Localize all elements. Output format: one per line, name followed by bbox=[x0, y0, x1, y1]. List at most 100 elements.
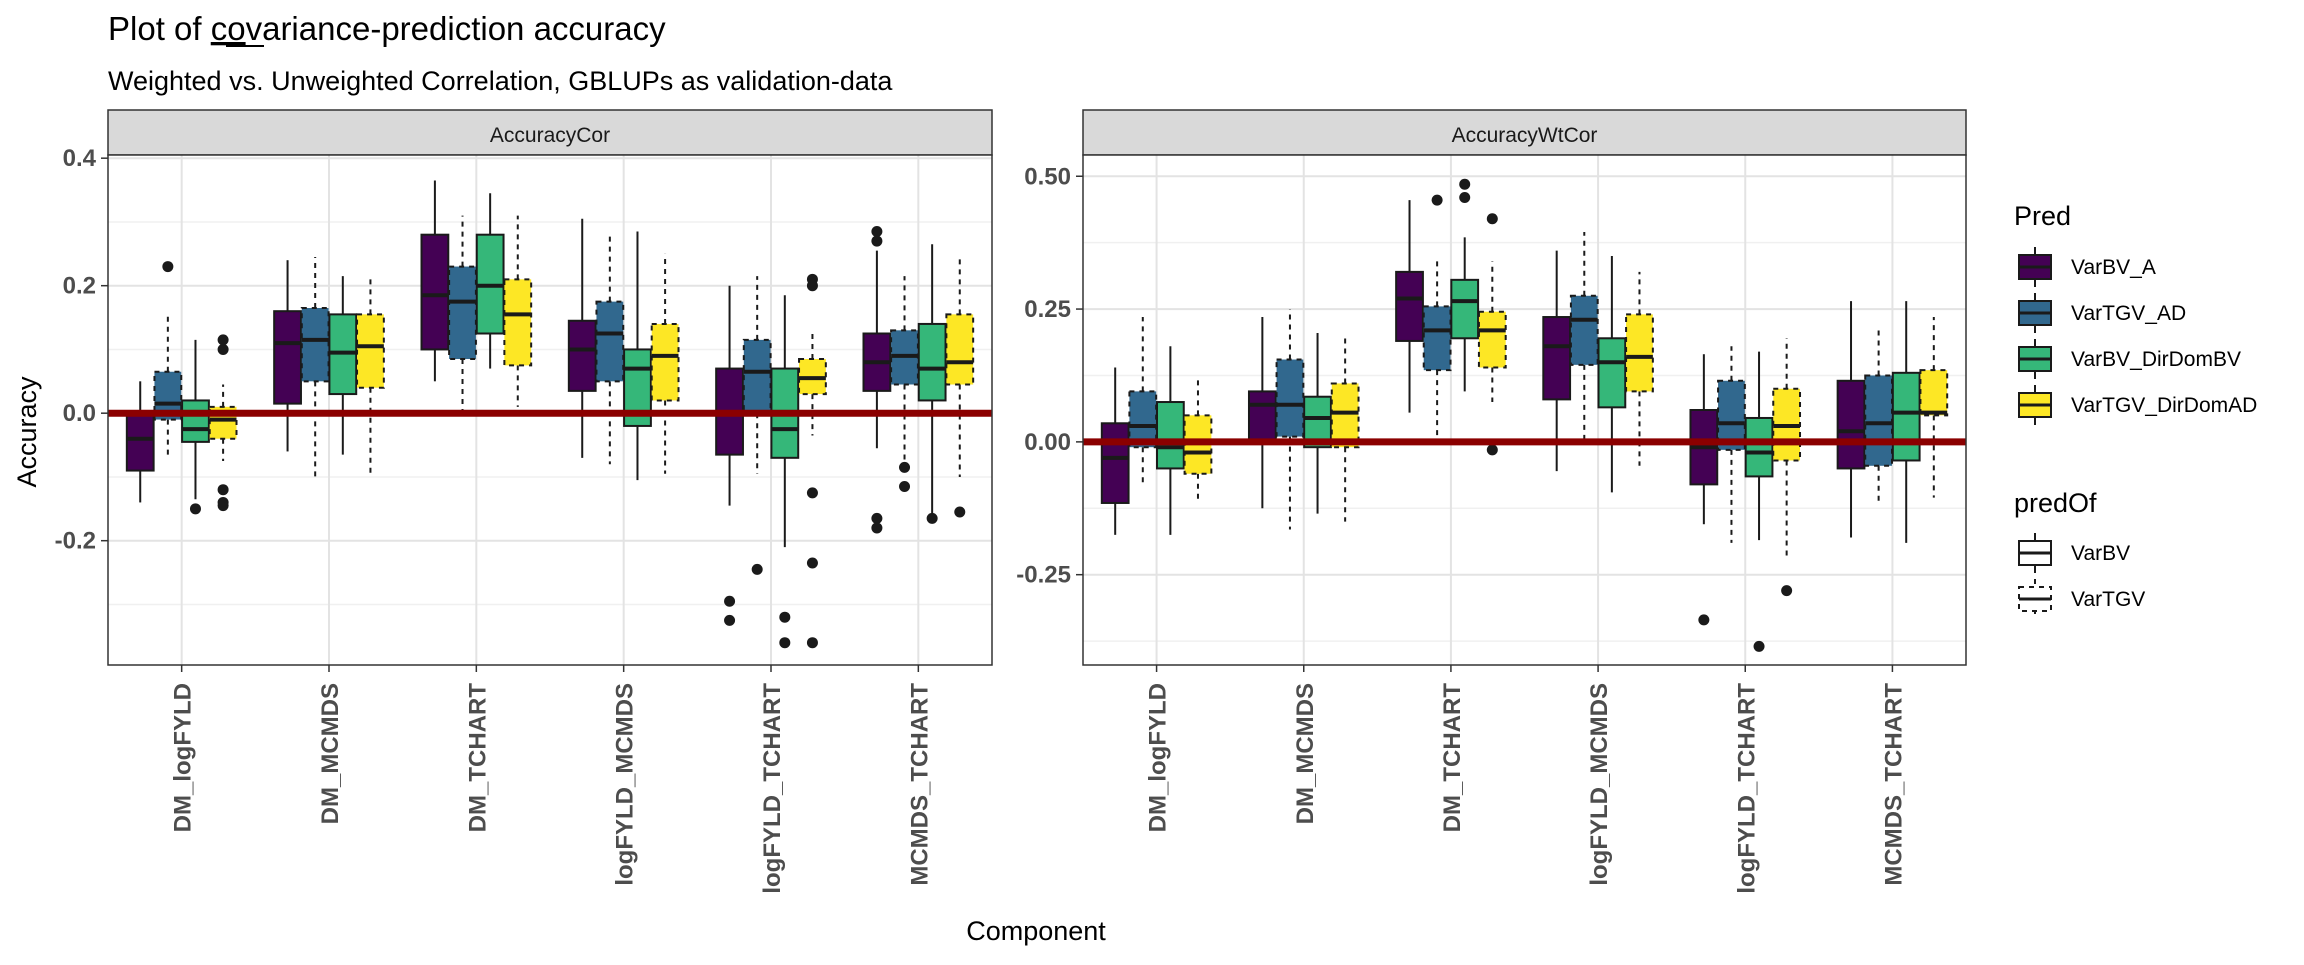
box bbox=[1450, 278, 1480, 340]
outlier-point bbox=[1781, 585, 1793, 597]
legend-item-vartgv-ad: VarTGV_AD bbox=[2018, 293, 2186, 333]
outlier-point bbox=[806, 280, 818, 292]
legend-item-vartgv: VarTGV bbox=[2018, 579, 2145, 619]
box bbox=[1542, 316, 1572, 401]
box bbox=[420, 233, 450, 351]
box bbox=[650, 322, 680, 402]
y-tick-label: 0.2 bbox=[63, 273, 96, 300]
facet-strip-label: AccuracyWtCor bbox=[1452, 124, 1598, 147]
legend-label: VarBV_DirDomBV bbox=[2071, 348, 2241, 371]
box bbox=[1891, 371, 1921, 462]
box bbox=[595, 300, 625, 383]
x-tick-label: DM_logFYLD bbox=[1145, 683, 1172, 832]
box bbox=[300, 307, 330, 383]
legend-item-varbv-a: VarBV_A bbox=[2018, 247, 2156, 287]
x-tick-label: logFYLD_TCHART bbox=[1733, 683, 1760, 894]
series-vartgv-dirdomad bbox=[208, 215, 975, 649]
box bbox=[1625, 313, 1654, 393]
outlier-point bbox=[779, 637, 791, 649]
outlier-point bbox=[1698, 614, 1710, 626]
series-vartgv-ad bbox=[153, 215, 919, 575]
panel-accuracycor: AccuracyCor -0.2 0.0 0.2 0.4 DM_logFYLD DM_MCM… bbox=[55, 109, 993, 894]
box bbox=[448, 265, 477, 360]
outlier-point bbox=[724, 595, 736, 607]
y-tick-label: 0.4 bbox=[63, 145, 97, 172]
outlier-point bbox=[871, 235, 883, 247]
facet-strip bbox=[1082, 109, 1967, 156]
outlier-point bbox=[217, 500, 229, 512]
facet-strip-label: AccuracyCor bbox=[490, 124, 610, 147]
outlier-point bbox=[806, 487, 818, 499]
legend-item-varbv: VarBV bbox=[2018, 533, 2130, 573]
box bbox=[273, 310, 302, 405]
outlier-point bbox=[1459, 192, 1471, 203]
box bbox=[1155, 401, 1185, 470]
legend-label: VarTGV_AD bbox=[2071, 302, 2186, 325]
box bbox=[1247, 390, 1277, 443]
box bbox=[1477, 310, 1507, 369]
outlier-point bbox=[899, 461, 911, 473]
plot-background bbox=[1083, 155, 1966, 665]
box bbox=[1275, 358, 1305, 438]
series-varbv-dirdombv bbox=[1155, 178, 1921, 652]
series-varbv-dirdombv bbox=[181, 193, 947, 649]
y-tick-label: 0.00 bbox=[1024, 429, 1071, 456]
outlier-point bbox=[779, 611, 791, 623]
box bbox=[503, 278, 533, 367]
panels-layer: AccuracyCor -0.2 0.0 0.2 0.4 DM_logFYLD DM_MCM… bbox=[55, 109, 1967, 894]
outlier-point bbox=[189, 503, 201, 515]
chart-subtitle: Weighted vs. Unweighted Correlation, GBL… bbox=[108, 66, 893, 96]
outlier-point bbox=[1753, 640, 1765, 652]
x-tick-label: DM_logFYLD bbox=[170, 683, 197, 832]
legend-predof-title: predOf bbox=[2014, 488, 2097, 518]
box bbox=[742, 338, 772, 415]
legend-label: VarTGV_DirDomAD bbox=[2071, 394, 2257, 417]
box bbox=[1422, 305, 1452, 372]
series-vartgv-ad bbox=[1128, 194, 1894, 543]
chart-title: Plot of covariance-prediction accuracy bbox=[108, 10, 666, 47]
y-tick-label: -0.2 bbox=[55, 528, 96, 555]
y-tick-label: 0.0 bbox=[63, 400, 96, 427]
panel-border bbox=[1082, 154, 1967, 666]
box bbox=[181, 399, 210, 443]
box bbox=[567, 319, 597, 392]
box bbox=[1569, 294, 1599, 366]
x-tick-label: DM_MCMDS bbox=[317, 683, 344, 824]
outlier-point bbox=[954, 506, 966, 518]
panel-border bbox=[107, 154, 993, 666]
legend-label: VarBV_A bbox=[2071, 256, 2156, 279]
outlier-point bbox=[871, 512, 883, 524]
outlier-point bbox=[724, 614, 736, 626]
outlier-point bbox=[1431, 194, 1443, 206]
y-tick-label: 0.25 bbox=[1024, 296, 1071, 323]
legend-item-varbv-dirdombv: VarBV_DirDomBV bbox=[2018, 339, 2241, 379]
x-tick-label: logFYLD_MCMDS bbox=[1586, 683, 1613, 886]
box bbox=[125, 412, 155, 472]
box bbox=[1836, 379, 1866, 470]
legend-label: VarBV bbox=[2071, 542, 2130, 565]
outlier-point bbox=[217, 343, 229, 355]
x-axis-title: Component bbox=[966, 916, 1106, 946]
outlier-point bbox=[217, 334, 229, 346]
box bbox=[1744, 416, 1774, 478]
x-tick-label: MCMDS_TCHART bbox=[906, 683, 933, 886]
panel-accuracywtcor: AccuracyWtCor -0.25 0.00 0.25 0.50 DM_logFYLD… bbox=[1016, 109, 1967, 894]
box bbox=[1864, 374, 1894, 467]
y-tick-label: 0.50 bbox=[1024, 163, 1071, 190]
y-axis-title: Accuracy bbox=[12, 376, 42, 488]
legend-pred-title: Pred bbox=[2014, 201, 2071, 231]
outlier-point bbox=[1459, 178, 1471, 190]
legend-label: VarTGV bbox=[2071, 588, 2145, 611]
box bbox=[917, 322, 947, 402]
x-tick-label: DM_TCHART bbox=[1439, 683, 1466, 833]
x-tick-label: logFYLD_MCMDS bbox=[612, 683, 639, 886]
x-tick-label: MCMDS_TCHART bbox=[1880, 683, 1907, 886]
outlier-point bbox=[871, 226, 883, 237]
outlier-point bbox=[926, 512, 938, 524]
outlier-point bbox=[751, 563, 763, 575]
y-tick-label: -0.25 bbox=[1016, 562, 1071, 589]
outlier-point bbox=[217, 484, 229, 496]
x-tick-label: DM_MCMDS bbox=[1292, 683, 1319, 824]
